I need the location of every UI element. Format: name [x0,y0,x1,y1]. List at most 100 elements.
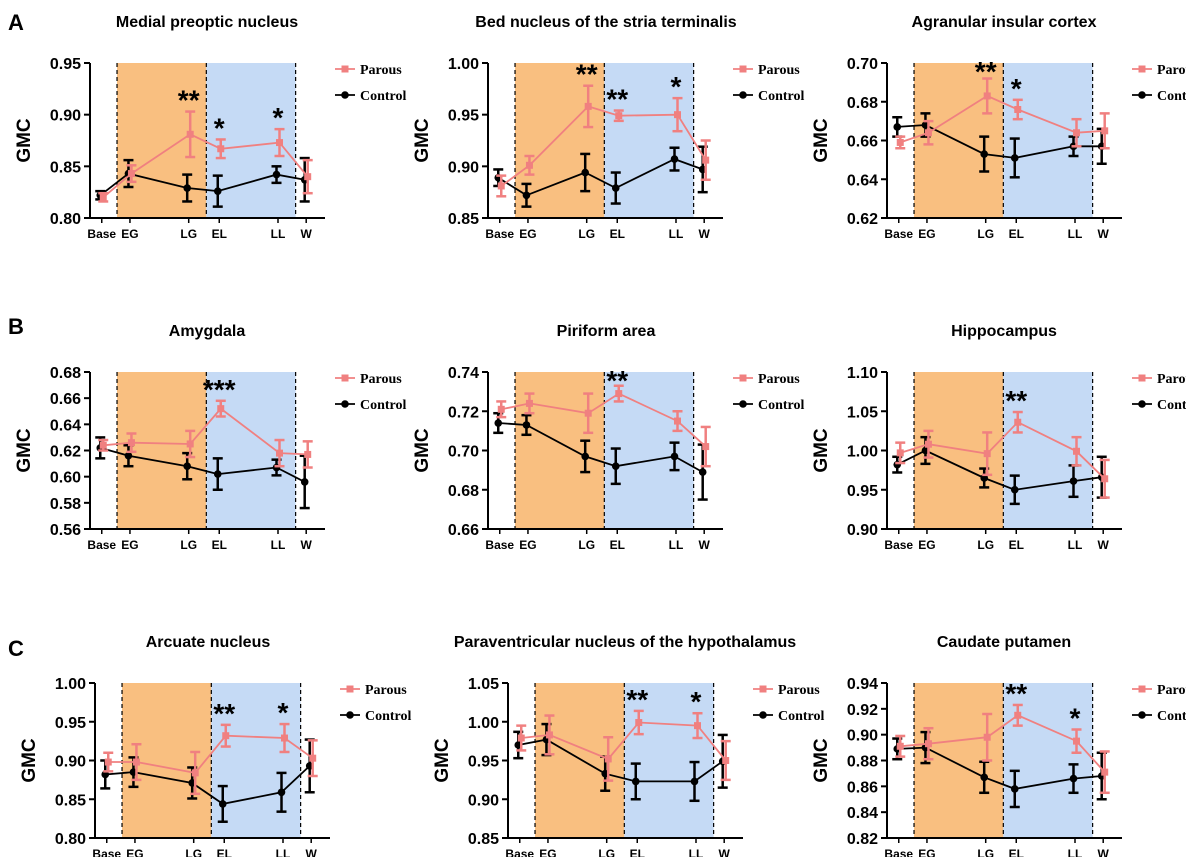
y-tick-label: 0.66 [847,134,878,151]
y-tick-label: 0.68 [448,483,479,500]
significance-stars: * [273,102,284,133]
section-label-a: A [8,10,24,35]
control-marker [1010,485,1019,494]
x-tick-label: LG [180,538,197,552]
parous-marker [615,390,623,398]
legend-marker-control [341,400,349,408]
x-tick-label: EL [1009,227,1024,241]
legend-label: Parous [360,372,402,387]
legend-label: Control [360,89,407,104]
lactation-shade [624,683,714,838]
x-tick-label: W [1098,227,1110,241]
parous-marker [896,449,904,457]
legend-label: Parous [365,683,407,698]
parous-series-line [900,421,1106,480]
legend-label: Control [360,398,407,413]
y-tick-label: 0.90 [847,522,878,539]
x-tick-label: EL [217,847,232,857]
chart-title: Paraventricular nucleus of the hypothala… [454,634,796,651]
y-tick-label: 1.00 [847,444,878,461]
parous-marker [1101,768,1109,776]
parous-marker [1014,418,1022,426]
parous-marker [217,145,225,153]
x-tick-label: EG [519,538,536,552]
control-marker [1010,785,1019,793]
y-tick-label: 0.95 [55,715,86,732]
parous-marker [1014,711,1022,719]
significance-stars: ** [606,365,628,396]
y-tick-label: 0.95 [448,108,479,125]
x-tick-label: Base [92,847,121,857]
x-tick-label: W [699,227,711,241]
control-marker [581,168,589,177]
legend-label: Control [778,709,825,724]
chart-title: Agranular insular cortex [912,14,1097,31]
control-series-line [497,158,704,197]
y-tick-label: 1.05 [847,404,878,421]
chart-title: Caudate putamen [937,634,1071,651]
control-marker [1069,477,1078,485]
y-axis-label: GMC [412,118,433,163]
y-tick-label: 1.00 [448,56,479,73]
parous-marker [1073,447,1080,455]
y-tick-label: 0.90 [847,728,878,745]
chart-4: Amygdala 0.56 0.58 0.60 0.62 0.64 0.66 0.68 GMC B… [14,323,407,552]
y-tick-label: 0.86 [847,779,878,796]
control-marker [690,777,699,786]
y-axis-label: GMC [19,738,40,783]
control-marker [631,777,640,786]
chart-7: Arcuate nucleus 0.80 0.85 0.90 0.95 1.00 GMC Ba… [19,634,412,857]
y-axis-label: GMC [811,738,832,783]
significance-stars: *** [203,374,236,405]
parous-marker [276,139,283,147]
legend-marker-parous [759,685,767,693]
y-tick-label: 0.64 [50,417,81,434]
x-tick-label: W [301,538,313,552]
parous-marker [896,138,904,146]
parous-marker [1101,475,1109,483]
x-tick-label: EG [121,538,138,552]
parous-series-line [103,407,308,456]
legend-marker-parous [1138,685,1146,693]
parous-series-line [102,133,309,198]
parous-marker [924,129,932,137]
x-tick-label: LL [1068,227,1083,241]
control-marker [494,419,503,427]
y-tick-label: 0.68 [50,365,81,382]
y-tick-label: 0.88 [847,754,878,771]
control-series-line [100,447,306,483]
chart-title: Arcuate nucleus [146,634,271,651]
parous-marker [132,758,140,766]
y-tick-label: 0.80 [55,831,86,848]
legend-marker-control [1138,711,1146,719]
parous-marker [584,409,592,417]
parous-marker [924,440,932,448]
x-tick-label: Base [485,538,514,552]
parous-marker [1014,106,1022,113]
x-tick-label: EL [1009,538,1024,552]
y-tick-label: 0.62 [847,211,878,228]
control-marker [183,184,191,192]
y-axis-label: GMC [412,428,433,473]
legend-marker-control [341,91,349,99]
control-marker [611,184,620,192]
legend-marker-parous [346,685,354,693]
control-marker [522,421,531,429]
x-tick-label: Base [884,538,913,552]
x-tick-label: LG [977,538,994,552]
legend-marker-parous [341,374,349,382]
x-tick-label: W [301,227,313,241]
y-tick-label: 0.90 [55,754,86,771]
chart-title: Bed nucleus of the stria terminalis [475,14,737,31]
x-tick-label: LG [598,847,615,857]
y-tick-label: 1.00 [55,676,86,693]
significance-stars: ** [626,684,648,715]
control-marker [124,451,133,460]
control-marker [1010,154,1019,162]
parous-marker [1073,737,1080,745]
parous-marker [191,769,199,777]
parous-marker [983,733,991,741]
parous-marker [1073,129,1080,137]
control-marker [893,123,902,131]
x-tick-label: LG [578,538,595,552]
